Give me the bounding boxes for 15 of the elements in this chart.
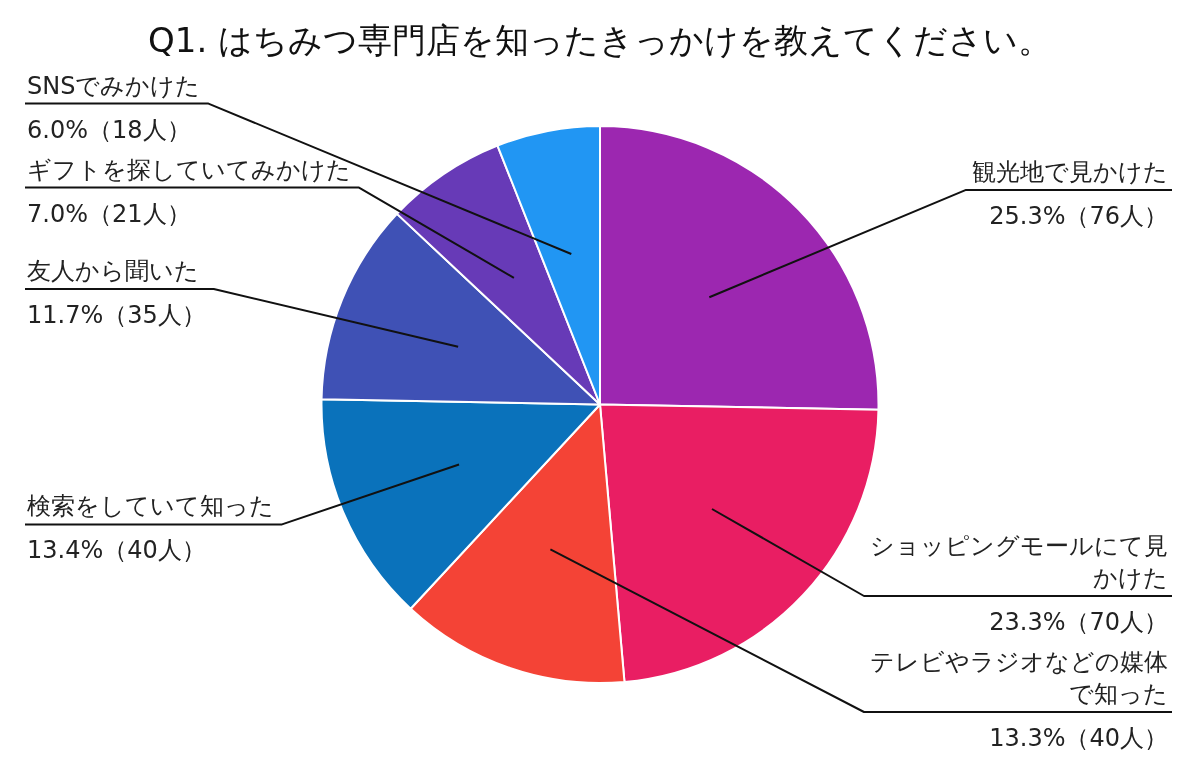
data-label: 25.3%（76人） [989,201,1168,230]
slice-label: ギフトを探していてみかけた [27,155,351,184]
chart-title: Q1. はちみつ専門店を知ったきっかけを教えてください。 [147,20,1053,60]
data-label: 7.0%（21人） [27,199,191,228]
data-label: 11.7%（35人） [27,301,206,330]
slice-label: 観光地で見かけた [972,157,1168,186]
data-label: 13.3%（40人） [989,724,1168,752]
slice-label: 友人から聞いた [27,257,199,286]
data-label: 23.3%（70人） [989,608,1168,636]
slice-label: SNSでみかけた [27,71,201,100]
slice-label: ショッピングモールにて見かけた [870,532,1168,592]
data-label: 13.4%（40人） [27,536,206,565]
slice-label: テレビやラジオなどの媒体で知った [870,648,1168,708]
data-label: 6.0%（18人） [27,115,191,144]
slice-label: 検索をしていて知った [27,492,274,521]
